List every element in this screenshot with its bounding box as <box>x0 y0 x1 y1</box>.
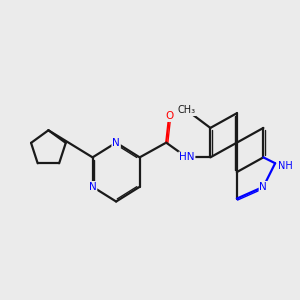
Text: N: N <box>89 182 97 192</box>
Text: CH₃: CH₃ <box>178 105 196 115</box>
Text: HN: HN <box>179 152 195 162</box>
Text: O: O <box>165 111 173 121</box>
Text: N: N <box>260 182 267 192</box>
Text: N: N <box>112 138 120 148</box>
Text: NH: NH <box>278 161 293 171</box>
